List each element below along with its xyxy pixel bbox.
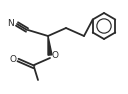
Text: O: O (9, 55, 17, 64)
Text: O: O (51, 52, 58, 61)
Text: N: N (8, 19, 14, 28)
Polygon shape (48, 36, 52, 55)
